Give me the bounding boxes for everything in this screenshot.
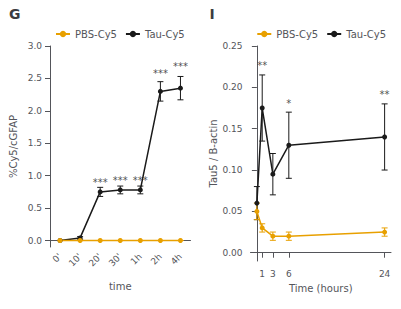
svg-text:1: 1 — [259, 269, 265, 279]
svg-text:1.0: 1.0 — [28, 171, 43, 181]
svg-text:0.05: 0.05 — [222, 206, 242, 216]
svg-text:0.10: 0.10 — [222, 165, 242, 175]
svg-text:0.15: 0.15 — [222, 124, 242, 134]
svg-text:PBS-Cy5: PBS-Cy5 — [276, 29, 318, 40]
svg-text:***: *** — [173, 61, 188, 72]
svg-text:2h: 2h — [149, 251, 164, 266]
svg-text:**: ** — [257, 60, 267, 71]
svg-text:30': 30' — [107, 251, 124, 268]
svg-text:I: I — [210, 6, 215, 22]
svg-text:Tau5 / B-actin: Tau5 / B-actin — [208, 119, 219, 188]
svg-text:time: time — [109, 281, 132, 292]
svg-text:2.0: 2.0 — [28, 106, 43, 116]
svg-text:0.00: 0.00 — [222, 248, 242, 258]
svg-text:**: ** — [380, 89, 390, 100]
svg-text:3.0: 3.0 — [28, 41, 43, 51]
svg-text:*: * — [286, 98, 291, 109]
svg-text:24: 24 — [379, 269, 391, 279]
svg-text:0': 0' — [51, 251, 64, 264]
svg-text:Tau-Cy5: Tau-Cy5 — [345, 29, 386, 40]
svg-text:1.5: 1.5 — [28, 138, 42, 148]
svg-text:0.5: 0.5 — [28, 203, 42, 213]
svg-text:G: G — [9, 6, 21, 22]
svg-text:%Cy5/cGFAP: %Cy5/cGFAP — [8, 115, 19, 178]
svg-text:6: 6 — [286, 269, 292, 279]
svg-text:***: *** — [133, 175, 148, 186]
svg-text:0.0: 0.0 — [28, 236, 43, 246]
svg-text:Tau-Cy5: Tau-Cy5 — [144, 29, 185, 40]
svg-text:2.5: 2.5 — [28, 73, 42, 83]
svg-text:10': 10' — [67, 251, 84, 268]
svg-text:***: *** — [153, 68, 168, 79]
svg-text:0.20: 0.20 — [222, 82, 242, 92]
svg-text:Time (hours): Time (hours) — [288, 283, 353, 294]
svg-text:***: *** — [93, 177, 108, 188]
svg-text:4h: 4h — [169, 251, 184, 266]
svg-text:3: 3 — [270, 269, 276, 279]
svg-text:***: *** — [113, 175, 128, 186]
svg-text:1h: 1h — [129, 251, 144, 266]
svg-text:0.25: 0.25 — [222, 41, 242, 51]
svg-text:PBS-Cy5: PBS-Cy5 — [75, 29, 117, 40]
svg-text:20': 20' — [87, 251, 104, 268]
